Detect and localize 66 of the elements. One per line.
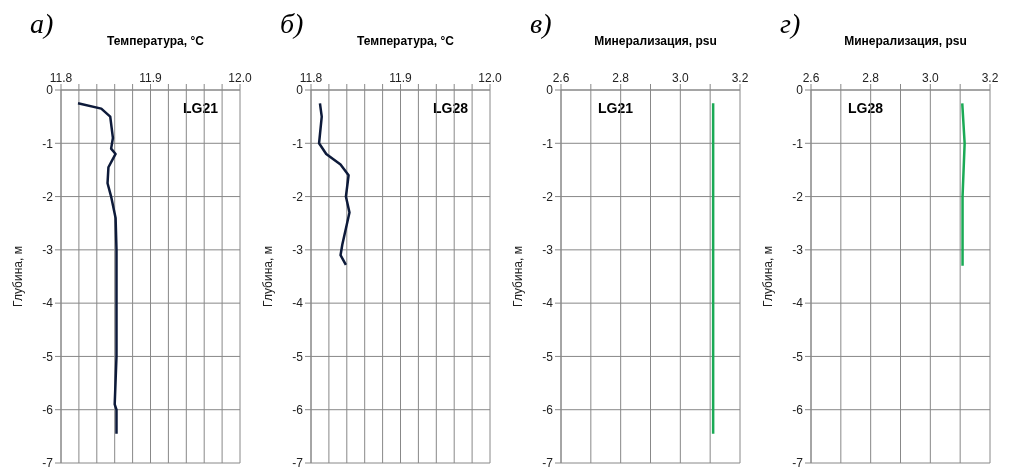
line-series: [317, 102, 351, 267]
x-tick-label: 11.8: [49, 71, 73, 85]
chart-title: в): [530, 8, 552, 40]
y-tick-label: -5: [42, 349, 54, 364]
y-axis-title: Глубина, м: [11, 246, 26, 307]
line-series: [76, 102, 118, 435]
y-tick-label: -1: [292, 136, 304, 151]
x-tick-label: 12.0: [228, 71, 252, 85]
x-tick-label: 11.8: [299, 71, 323, 85]
y-tick-label: -5: [292, 349, 304, 364]
line-series: [961, 102, 966, 268]
x-tick-label: 12.0: [478, 71, 502, 85]
y-tick-label: -6: [792, 402, 804, 417]
y-tick-label: -3: [292, 243, 304, 258]
x-tick-label: 3.0: [921, 71, 939, 85]
y-tick-label: -5: [792, 349, 804, 364]
annotation: LG28: [432, 100, 468, 116]
x-axis-title: Температура, °C: [106, 34, 205, 48]
annotation: LG21: [598, 100, 634, 116]
y-tick-label: 0: [796, 83, 804, 98]
y-tick-label: -2: [42, 189, 54, 204]
y-tick-label: 0: [46, 83, 54, 98]
y-tick-label: -7: [542, 456, 554, 468]
y-tick-label: -2: [292, 189, 304, 204]
y-axis-title: Глубина, м: [761, 246, 776, 307]
y-tick-label: -2: [792, 189, 804, 204]
x-tick-label: 11.9: [139, 71, 163, 85]
x-axis-title: Минерализация, psu: [593, 34, 718, 48]
y-tick-label: -4: [292, 296, 304, 311]
y-tick-label: -3: [42, 243, 54, 258]
y-tick-label: -4: [542, 296, 554, 311]
chart-title: г): [780, 8, 801, 40]
y-tick-label: -1: [542, 136, 554, 151]
annotation: LG28: [848, 100, 884, 116]
x-tick-label: 3.2: [731, 71, 749, 85]
y-tick-label: -4: [42, 296, 54, 311]
y-axis-title: Глубина, м: [261, 246, 276, 307]
x-tick-label: 2.6: [802, 71, 820, 85]
y-tick-label: -1: [42, 136, 54, 151]
y-tick-label: 0: [546, 83, 554, 98]
y-tick-label: -6: [542, 402, 554, 417]
x-tick-label: 2.8: [862, 71, 880, 85]
y-tick-label: -3: [792, 243, 804, 258]
x-tick-label: 2.8: [612, 71, 630, 85]
y-tick-label: -7: [292, 456, 304, 468]
y-tick-label: -6: [42, 402, 54, 417]
chart-title: а): [30, 8, 54, 40]
x-tick-label: 11.9: [389, 71, 413, 85]
y-axis-title: Глубина, м: [511, 246, 526, 307]
annotation: LG21: [182, 100, 218, 116]
y-tick-label: -7: [42, 456, 54, 468]
x-axis-title: Минерализация, psu: [843, 34, 968, 48]
x-tick-label: 2.6: [552, 71, 570, 85]
y-tick-label: -3: [542, 243, 554, 258]
x-axis-title: Температура, °C: [356, 34, 455, 48]
chart-title: б): [280, 8, 304, 40]
line-series: [711, 102, 715, 435]
y-tick-label: -2: [542, 189, 554, 204]
y-tick-label: -4: [792, 296, 804, 311]
y-tick-label: 0: [296, 83, 304, 98]
x-tick-label: 3.2: [981, 71, 999, 85]
y-tick-label: -5: [542, 349, 554, 364]
y-tick-label: -7: [792, 456, 804, 468]
y-tick-label: -1: [792, 136, 804, 151]
x-tick-label: 3.0: [671, 71, 689, 85]
y-tick-label: -6: [292, 402, 304, 417]
